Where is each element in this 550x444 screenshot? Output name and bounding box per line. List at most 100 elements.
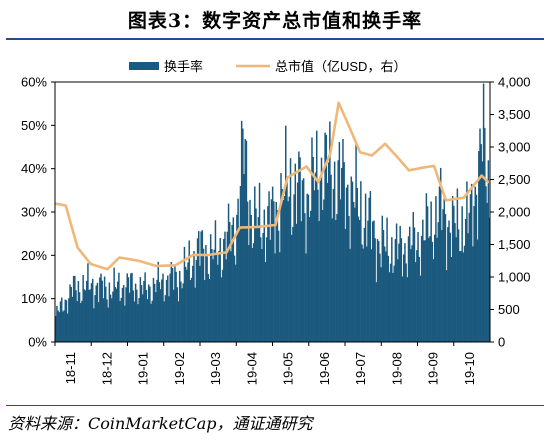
turnover-bar: [443, 198, 446, 342]
turnover-bar: [155, 292, 157, 342]
turnover-bar: [289, 158, 292, 342]
turnover-bar: [350, 176, 353, 342]
turnover-bar: [437, 222, 440, 342]
turnover-bar: [167, 275, 169, 342]
turnover-bar: [83, 289, 86, 342]
turnover-bar: [460, 251, 462, 342]
turnover-bar: [279, 252, 281, 342]
turnover-bar: [120, 297, 123, 342]
turnover-bar: [138, 298, 140, 342]
right-axis-tick-label: 3,500: [498, 107, 531, 122]
turnover-bar: [157, 261, 159, 342]
turnover-bar: [305, 253, 307, 342]
turnover-bar: [252, 243, 255, 342]
turnover-bar: [412, 212, 415, 342]
x-axis-tick-label: 19-01: [136, 352, 151, 385]
turnover-bar: [330, 174, 332, 342]
turnover-bar: [94, 295, 96, 342]
turnover-bar: [341, 167, 343, 342]
x-axis-tick-label: 19-07: [353, 352, 368, 385]
turnover-bar: [367, 220, 369, 342]
x-axis-tick-label: 18-12: [99, 352, 114, 385]
turnover-bar: [351, 181, 354, 342]
turnover-bar: [243, 174, 245, 342]
turnover-bar: [422, 219, 424, 342]
x-axis-tick-label: 19-08: [389, 352, 404, 385]
turnover-bar: [122, 285, 125, 342]
turnover-bar: [77, 281, 80, 342]
title-rule: [6, 38, 544, 40]
turnover-bar: [276, 210, 279, 342]
turnover-bar: [352, 201, 355, 342]
turnover-bar: [208, 278, 211, 342]
turnover-bar: [407, 236, 410, 342]
turnover-bar: [424, 240, 426, 342]
turnover-bar: [464, 219, 467, 342]
turnover-bar: [273, 201, 275, 342]
turnover-bar: [89, 289, 92, 342]
turnover-bar: [258, 182, 261, 342]
turnover-bar: [457, 229, 460, 342]
turnover-bar: [275, 202, 277, 342]
turnover-bar: [376, 239, 379, 342]
market-cap-line: [54, 101, 490, 271]
turnover-bar: [445, 270, 448, 342]
turnover-bar: [389, 263, 392, 342]
turnover-bar: [134, 283, 137, 342]
turnover-bar: [429, 236, 431, 342]
turnover-bar: [161, 279, 163, 342]
turnover-bar: [360, 181, 362, 342]
turnover-bar: [482, 83, 485, 342]
turnover-bar: [251, 248, 254, 342]
turnover-bar: [369, 191, 372, 342]
turnover-bar: [113, 267, 115, 342]
turnover-bar: [143, 281, 145, 342]
turnover-bar: [337, 160, 339, 342]
turnover-bar: [213, 249, 215, 342]
turnover-bar: [299, 157, 301, 342]
turnover-bar: [85, 280, 88, 342]
right-axis-tick-label: 500: [498, 302, 520, 317]
turnover-bar: [436, 237, 438, 342]
turnover-bar: [476, 239, 479, 342]
turnover-bar: [414, 262, 417, 342]
turnover-bar: [76, 301, 78, 342]
turnover-bar: [200, 231, 202, 342]
turnover-bar: [435, 196, 437, 342]
turnover-bar: [183, 246, 186, 342]
turnover-bar: [146, 299, 149, 342]
turnover-bar: [423, 240, 425, 342]
turnover-bar: [432, 259, 435, 342]
turnover-bar: [60, 297, 63, 342]
turnover-bar: [57, 310, 59, 342]
x-axis-tick-label: 19-05: [281, 352, 296, 385]
turnover-bar: [121, 287, 124, 342]
turnover-bar: [259, 237, 262, 342]
turnover-bar: [64, 299, 67, 342]
turnover-bar: [206, 256, 208, 342]
turnover-bar: [236, 214, 238, 342]
turnover-bar: [379, 253, 381, 342]
turnover-bar: [244, 139, 246, 342]
turnover-bar: [356, 187, 359, 342]
turnover-bar: [177, 301, 180, 342]
right-axis-tick-label: 2,000: [498, 205, 531, 220]
turnover-bar: [168, 296, 170, 342]
turnover-bar: [224, 231, 226, 342]
turnover-bar: [112, 291, 114, 342]
turnover-bar: [274, 253, 276, 342]
turnover-bar: [233, 255, 236, 342]
turnover-bar: [229, 222, 231, 342]
turnover-bar: [454, 223, 456, 342]
turnover-bar: [368, 197, 370, 342]
turnover-bar: [72, 275, 75, 342]
turnover-bar: [364, 193, 367, 342]
turnover-bar: [349, 248, 351, 342]
turnover-bar: [225, 259, 227, 342]
turnover-bar: [404, 243, 406, 342]
turnover-bar: [55, 316, 57, 342]
turnover-bar: [485, 186, 487, 342]
turnover-bar: [256, 226, 258, 342]
turnover-bar: [318, 220, 320, 342]
turnover-bar: [383, 246, 386, 342]
